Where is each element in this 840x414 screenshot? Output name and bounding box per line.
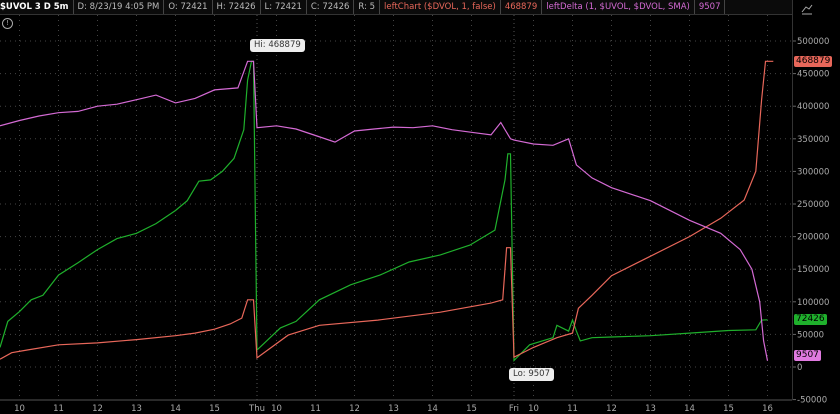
low-readout: L: 72421 <box>261 0 307 14</box>
close-readout: C: 72426 <box>307 0 355 14</box>
price-axis[interactable] <box>792 0 840 400</box>
leftchart-value-tag: 468879 <box>794 55 833 67</box>
time-tick-label: 13 <box>131 404 142 414</box>
time-tick-label: 15 <box>723 404 734 414</box>
time-tick-label: 15 <box>209 404 220 414</box>
time-tick-label: 16 <box>762 404 773 414</box>
study-leftdelta[interactable]: leftDelta (1, $UVOL, $DVOL, SMA) <box>542 0 695 14</box>
high-readout: H: 72426 <box>213 0 261 14</box>
session-label: Fri <box>509 404 519 414</box>
uvol-value-tag: 72426 <box>794 314 827 326</box>
session-label: Thu <box>248 404 265 414</box>
time-tick-label: 14 <box>684 404 695 414</box>
chart-header: $UVOL 3 D 5m D: 8/23/19 4:05 PM O: 72421… <box>0 0 792 15</box>
time-tick-label: 10 <box>14 404 25 414</box>
time-tick-label: 11 <box>567 404 578 414</box>
y-tick-label: 50000 <box>797 330 824 340</box>
y-tick-label: 350000 <box>797 135 829 145</box>
time-tick-label: 15 <box>466 404 477 414</box>
y-tick-label: 450000 <box>797 70 829 80</box>
time-tick-label: 13 <box>645 404 656 414</box>
y-tick-label: 100000 <box>797 298 829 308</box>
green-series-line <box>0 60 768 362</box>
time-tick-label: 14 <box>427 404 438 414</box>
time-tick-label: 11 <box>310 404 321 414</box>
study-leftchart[interactable]: leftChart ($DVOL, 1, false) <box>380 0 501 14</box>
y-tick-label: 400000 <box>797 102 829 112</box>
chart-style-icon[interactable] <box>800 2 814 16</box>
red-series-line <box>0 60 774 360</box>
time-tick-label: 10 <box>528 404 539 414</box>
y-tick-label: -50000 <box>797 396 827 406</box>
leftdelta-value-tag: 9507 <box>794 350 821 361</box>
study-leftchart-value: 468879 <box>501 0 543 14</box>
time-tick-label: 14 <box>170 404 181 414</box>
y-tick-label: 300000 <box>797 167 829 177</box>
symbol-label[interactable]: $UVOL 3 D 5m <box>0 0 74 14</box>
time-axis <box>0 400 792 414</box>
date-readout: D: 8/23/19 4:05 PM <box>74 0 165 14</box>
y-tick-label: 200000 <box>797 233 829 243</box>
open-readout: O: 72421 <box>164 0 213 14</box>
info-icon[interactable]: ! <box>2 18 13 29</box>
magenta-series-line <box>0 60 769 361</box>
study-leftdelta-value: 9507 <box>695 0 726 14</box>
y-tick-label: 150000 <box>797 265 829 275</box>
time-tick-label: 12 <box>606 404 617 414</box>
range-readout: R: 5 <box>354 0 381 14</box>
y-tick-label: 500000 <box>797 37 829 47</box>
hi-bubble: Hi: 468879 <box>250 39 305 52</box>
time-tick-label: 11 <box>53 404 64 414</box>
y-tick-label: 250000 <box>797 200 829 210</box>
time-tick-label: 13 <box>388 404 399 414</box>
time-tick-label: 12 <box>92 404 103 414</box>
y-tick-label: 0 <box>797 363 802 373</box>
time-tick-label: 12 <box>349 404 360 414</box>
lo-bubble: Lo: 9507 <box>509 368 554 381</box>
time-tick-label: 10 <box>271 404 282 414</box>
